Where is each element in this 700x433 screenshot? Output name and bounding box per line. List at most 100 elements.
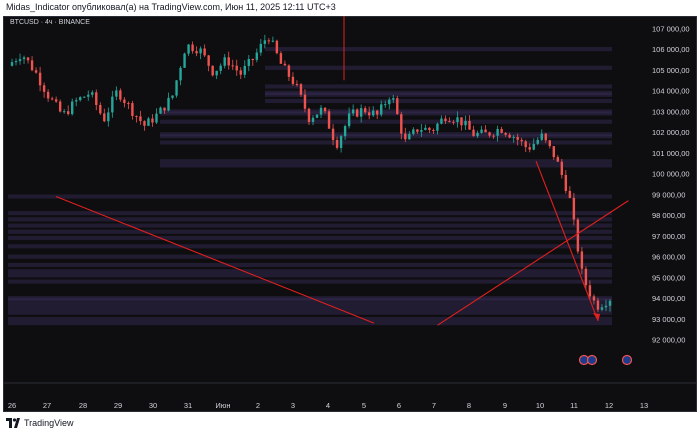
candle-body (135, 115, 138, 117)
candle-body (58, 101, 62, 112)
drawing-lines (55, 161, 629, 326)
price-tick-label: 98 000,00 (652, 211, 685, 220)
candle-body (492, 135, 495, 137)
price-tick-label: 104 000,00 (652, 87, 690, 96)
time-tick-label: 11 (570, 401, 578, 410)
candle-body (552, 146, 555, 158)
time-tick-label: 12 (605, 401, 613, 410)
price-axis[interactable]: 92 000,00 93 000,00 94 000,00 95 000,00 96 0… (652, 24, 690, 344)
candle-body (396, 98, 399, 115)
price-tick-label: 99 000,00 (652, 190, 685, 199)
time-tick-label: 26 (8, 401, 16, 410)
candle-body (359, 108, 363, 117)
liquidity-zone (160, 111, 612, 116)
candle-body (191, 44, 194, 52)
drawn-cross-line (437, 200, 629, 326)
candle-body (239, 70, 242, 75)
time-tick-label: 7 (432, 401, 436, 410)
candle-body (66, 111, 70, 115)
candle-body (420, 130, 423, 132)
candle-body (363, 108, 367, 113)
liquidity-zone (8, 279, 612, 284)
candle-body (444, 118, 447, 122)
event-markers[interactable] (578, 354, 633, 366)
candle-body (560, 161, 564, 176)
candle-body (139, 116, 142, 122)
candle-body (295, 83, 299, 85)
candle-body (476, 132, 479, 137)
liquidity-zone (160, 140, 612, 145)
candle-body (167, 97, 170, 111)
liquidity-zone (160, 119, 612, 124)
candle-body (179, 67, 182, 81)
candle-body (215, 70, 218, 76)
candle-body (319, 107, 323, 115)
candle-body (231, 65, 234, 67)
time-tick-label: 2 (256, 401, 260, 410)
price-tick-label: 97 000,00 (652, 232, 685, 241)
liquidity-zone (8, 211, 612, 216)
candle-body (532, 143, 535, 150)
time-tick-label: 5 (362, 401, 366, 410)
candle-body (536, 139, 539, 144)
candle-body (22, 57, 26, 60)
time-tick-label: 4 (326, 401, 330, 410)
liquidity-zone (8, 269, 612, 278)
candle-body (54, 99, 58, 102)
candle-body (107, 112, 110, 122)
candle-body (147, 118, 150, 126)
footer-bar (0, 414, 700, 433)
candle-body (335, 140, 339, 148)
price-tick-label: 93 000,00 (652, 315, 685, 324)
candle-body (155, 113, 158, 123)
candle-body (251, 58, 254, 60)
candle-body (472, 129, 475, 137)
candle-body (572, 197, 576, 220)
candle-body (75, 100, 78, 102)
time-axis[interactable]: 26 27 28 29 30 31 Июн 2 3 4 5 6 7 8 9 10 11 12 13 (4, 382, 696, 410)
liquidity-zone (265, 84, 612, 89)
price-tick-label: 102 000,00 (652, 128, 690, 137)
candle-body (14, 61, 18, 63)
candle-body (91, 92, 94, 95)
candle-body (464, 120, 467, 126)
candle-body (500, 128, 503, 133)
candle-body (408, 133, 411, 140)
candle-body (508, 134, 511, 138)
candle-body (46, 91, 50, 99)
candle-body (480, 129, 483, 133)
candle-body (428, 127, 431, 131)
candle-body (384, 104, 387, 106)
candle-body (528, 147, 531, 150)
candle-body (452, 121, 455, 123)
price-tick-label: 94 000,00 (652, 294, 685, 303)
candle-body (315, 114, 319, 118)
candle-body (456, 117, 459, 123)
candle-body (143, 121, 146, 126)
candle-body (448, 121, 451, 123)
candle-body (311, 117, 315, 122)
candle-body (568, 190, 572, 198)
candle-body (299, 84, 303, 95)
time-tick-label: 9 (503, 401, 507, 410)
candle-body (404, 133, 407, 140)
candle-body (520, 139, 523, 142)
candle-body (468, 120, 471, 130)
candle-body (207, 55, 210, 66)
candle-body (556, 157, 560, 162)
candle-body (504, 132, 507, 135)
candle-body (83, 96, 86, 98)
time-tick-label: 13 (640, 401, 648, 410)
candle-body (111, 96, 114, 113)
candle-body (416, 129, 419, 132)
price-tick-label: 105 000,00 (652, 66, 690, 75)
drawn-cross-line (55, 195, 375, 324)
candle-body (227, 57, 230, 66)
candle-body (271, 40, 275, 42)
candle-body (604, 305, 608, 308)
candle-body (584, 268, 588, 286)
candle-body (372, 110, 375, 116)
chart-panel[interactable] (3, 16, 697, 412)
